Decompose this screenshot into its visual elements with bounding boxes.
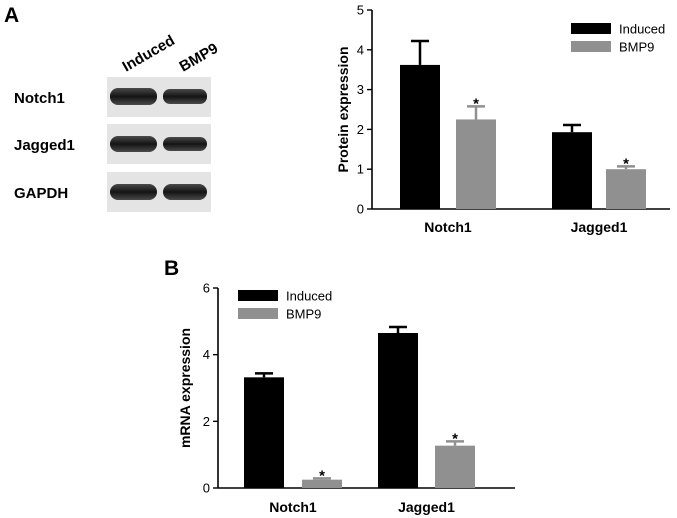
y-tick-label: 4 bbox=[357, 42, 364, 57]
bar bbox=[606, 169, 646, 209]
panel-label-b: B bbox=[164, 257, 179, 280]
panel-label-a: A bbox=[4, 4, 19, 27]
bar bbox=[435, 445, 475, 488]
y-tick-label: 4 bbox=[203, 347, 210, 362]
legend-swatch bbox=[238, 308, 278, 319]
blot-row-label: GAPDH bbox=[14, 185, 68, 202]
bar bbox=[378, 333, 418, 488]
y-tick-label: 6 bbox=[203, 281, 210, 296]
legend-swatch bbox=[571, 23, 611, 34]
y-tick-label: 2 bbox=[357, 122, 364, 137]
blot-band bbox=[163, 89, 207, 104]
y-tick-label: 5 bbox=[357, 3, 364, 18]
blot-band bbox=[110, 184, 157, 200]
y-tick-label: 3 bbox=[357, 82, 364, 97]
legend-label: Induced bbox=[619, 22, 665, 37]
protein-expression-chart: 0 1 2 3 4 5 Protein expression * Notch1 * Jagged1 I… bbox=[335, 3, 670, 235]
y-tick-label: 0 bbox=[203, 481, 210, 496]
legend-swatch bbox=[571, 41, 611, 52]
y-tick-label: 0 bbox=[357, 202, 364, 217]
western-blot: Induced BMP9 Notch1 Jagged1 GAPDH bbox=[14, 32, 221, 212]
blot-lane-label: Induced bbox=[120, 32, 178, 75]
bar bbox=[302, 479, 342, 488]
legend-label: BMP9 bbox=[286, 307, 321, 322]
significance-marker: * bbox=[473, 95, 479, 112]
bar bbox=[456, 119, 496, 209]
x-tick-label: Jagged1 bbox=[398, 499, 455, 515]
bar bbox=[400, 64, 440, 209]
blot-band bbox=[110, 88, 157, 105]
blot-band bbox=[110, 136, 157, 152]
legend-swatch bbox=[238, 290, 278, 301]
y-axis-label: mRNA expression bbox=[177, 328, 193, 448]
x-tick-label: Notch1 bbox=[269, 499, 317, 515]
bar bbox=[552, 132, 592, 209]
significance-marker: * bbox=[319, 467, 325, 484]
x-tick-label: Jagged1 bbox=[571, 219, 628, 235]
x-tick-label: Notch1 bbox=[424, 219, 472, 235]
significance-marker: * bbox=[452, 430, 458, 447]
significance-marker: * bbox=[623, 155, 629, 172]
blot-row-label: Notch1 bbox=[14, 90, 65, 107]
y-tick-label: 1 bbox=[357, 162, 364, 177]
bar bbox=[244, 377, 284, 488]
y-tick-label: 2 bbox=[203, 414, 210, 429]
legend-label: BMP9 bbox=[619, 40, 654, 55]
blot-row-label: Jagged1 bbox=[14, 137, 75, 154]
y-axis-label: Protein expression bbox=[335, 46, 351, 172]
blot-band bbox=[163, 184, 207, 200]
blot-lane-label: BMP9 bbox=[177, 40, 222, 76]
blot-band bbox=[163, 137, 207, 151]
legend-label: Induced bbox=[286, 289, 332, 304]
